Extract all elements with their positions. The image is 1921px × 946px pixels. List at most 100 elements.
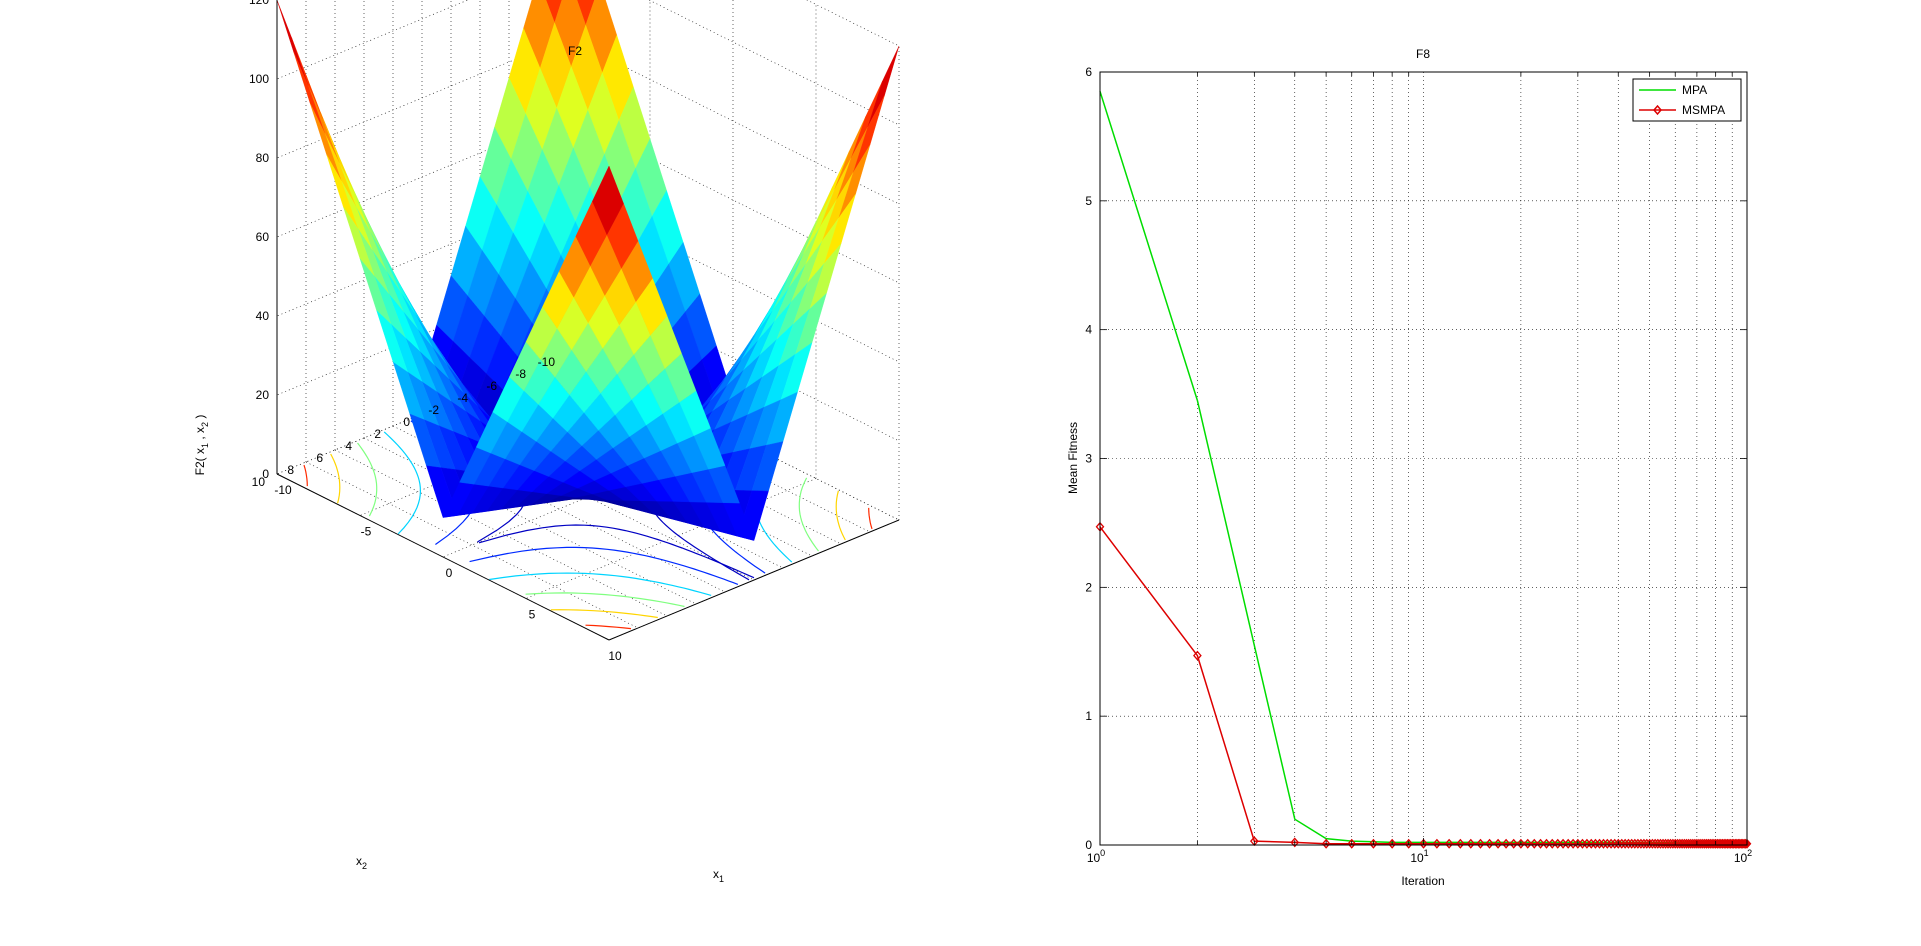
surface-plot-axes — [276, 0, 900, 641]
x2-tick-label: 0 — [403, 415, 410, 429]
msmpa-point — [1630, 838, 1640, 849]
x2-tick-label: 8 — [287, 463, 294, 477]
x2-tick-label: 6 — [316, 451, 323, 465]
y-tick-label: 1 — [1085, 709, 1092, 723]
msmpa-point — [1193, 650, 1202, 661]
y-tick-label: 3 — [1085, 452, 1092, 466]
msmpa-point — [1501, 838, 1511, 849]
msmpa-point — [1455, 838, 1465, 849]
surface-patch — [293, 51, 325, 134]
grid-line — [276, 0, 469, 80]
msmpa-point — [1542, 838, 1551, 849]
msmpa-point — [1476, 838, 1485, 849]
msmpa-point — [1627, 838, 1637, 849]
z-tick-label: 20 — [256, 388, 270, 402]
msmpa-point — [1387, 838, 1397, 849]
msmpa-point — [1516, 838, 1526, 849]
x2-tick-label: 2 — [374, 427, 381, 441]
line-plot-title: F8 — [1416, 47, 1430, 61]
grid-line — [525, 478, 817, 599]
x2-axis-label-base: x — [356, 854, 362, 868]
legend-marker-msmpa — [1653, 104, 1662, 116]
f2-label-part2: , x — [193, 427, 207, 443]
f2-label-sub1: 1 — [200, 443, 210, 448]
x1-axis-line — [276, 473, 610, 641]
legend-box — [1632, 78, 1742, 122]
msmpa-point — [1633, 838, 1643, 849]
msmpa-point — [1529, 838, 1539, 849]
msmpa-point — [1432, 838, 1442, 849]
contour-line — [303, 464, 308, 487]
x1-tick-label: 10 — [608, 649, 622, 663]
x1-axis-label-base: x — [713, 867, 719, 881]
msmpa-point — [1639, 838, 1649, 849]
y-tick-label: 6 — [1085, 65, 1092, 79]
msmpa-point — [1466, 838, 1476, 849]
msmpa-point — [1290, 837, 1300, 848]
f2-label-sub2: 2 — [200, 422, 210, 427]
msmpa-point — [1404, 838, 1414, 849]
msmpa-point — [1742, 838, 1752, 849]
z-tick-label: 60 — [256, 230, 270, 244]
msmpa-point — [1321, 838, 1331, 849]
surface-patch — [307, 85, 340, 163]
x-tick-label: 101 — [1410, 848, 1428, 865]
msmpa-point — [1636, 838, 1646, 849]
msmpa-point — [1620, 838, 1630, 849]
x2-axis-label-sub: 2 — [362, 861, 367, 871]
x2-tick-label: 10 — [252, 475, 266, 489]
contour-line — [550, 609, 658, 619]
x2-axis-label: x2 — [356, 854, 367, 871]
surface-mesh — [276, 0, 900, 541]
x2-tick-label: -8 — [515, 367, 526, 381]
x-axis-label: Iteration — [1401, 874, 1444, 888]
x1-tick-label: -5 — [361, 525, 372, 539]
contour-line — [357, 442, 378, 517]
x1-tick-label: -10 — [274, 483, 292, 497]
z-tick-label: 0 — [262, 467, 269, 481]
x1-axis-label-sub: 1 — [719, 874, 724, 884]
x2-tick-label: 4 — [345, 439, 352, 453]
y-tick-label: 5 — [1085, 194, 1092, 208]
contour-line — [525, 592, 685, 608]
contour-line — [798, 477, 819, 552]
y-tick-label: 4 — [1085, 323, 1092, 337]
legend-label-mpa: MPA — [1682, 83, 1707, 97]
x-tick-label: 100 — [1087, 848, 1105, 865]
x1-tick-label: 5 — [529, 608, 536, 622]
contour-line — [835, 490, 846, 541]
msmpa-point — [1642, 838, 1652, 849]
msmpa-point — [1536, 838, 1545, 849]
z-tick-label: 40 — [256, 309, 270, 323]
legend-label-msmpa: MSMPA — [1682, 103, 1725, 117]
z-tick-label: 120 — [249, 0, 269, 7]
x-tick-label: 102 — [1734, 848, 1752, 865]
x2-tick-label: -10 — [538, 355, 556, 369]
msmpa-point — [1613, 838, 1623, 849]
msmpa-point — [1347, 838, 1357, 849]
x1-tick-label: 0 — [446, 566, 453, 580]
contour-line — [585, 624, 632, 630]
msmpa-point — [1739, 838, 1749, 849]
f2-axis-label: F2( x1 , x2 ) — [193, 415, 210, 476]
contour-line — [478, 524, 755, 579]
line-plot-ticks: 0 1 2 3 4 5 6 100 101 102 — [1085, 65, 1752, 865]
msmpa-point — [1419, 838, 1428, 849]
surface-patch — [592, 165, 624, 236]
msmpa-point — [1602, 838, 1612, 849]
f2-label-part1: F2( x — [193, 448, 207, 475]
contour-line — [383, 431, 422, 535]
msmpa-point — [1444, 838, 1454, 849]
contour-line — [489, 572, 712, 596]
surface-plot-title: F2 — [568, 44, 582, 58]
msmpa-point — [1606, 838, 1616, 849]
surface-plot-ticks: -10-50510-10-8-6-4-202468100204060801001… — [249, 0, 622, 663]
z-tick-label: 80 — [256, 151, 270, 165]
contour-line — [330, 453, 341, 504]
line-plot-area — [1100, 72, 1747, 845]
msmpa-point — [1698, 838, 1708, 849]
y-tick-label: 0 — [1085, 838, 1092, 852]
surface-patch — [867, 45, 900, 127]
line-plot-grid — [1100, 71, 1747, 846]
